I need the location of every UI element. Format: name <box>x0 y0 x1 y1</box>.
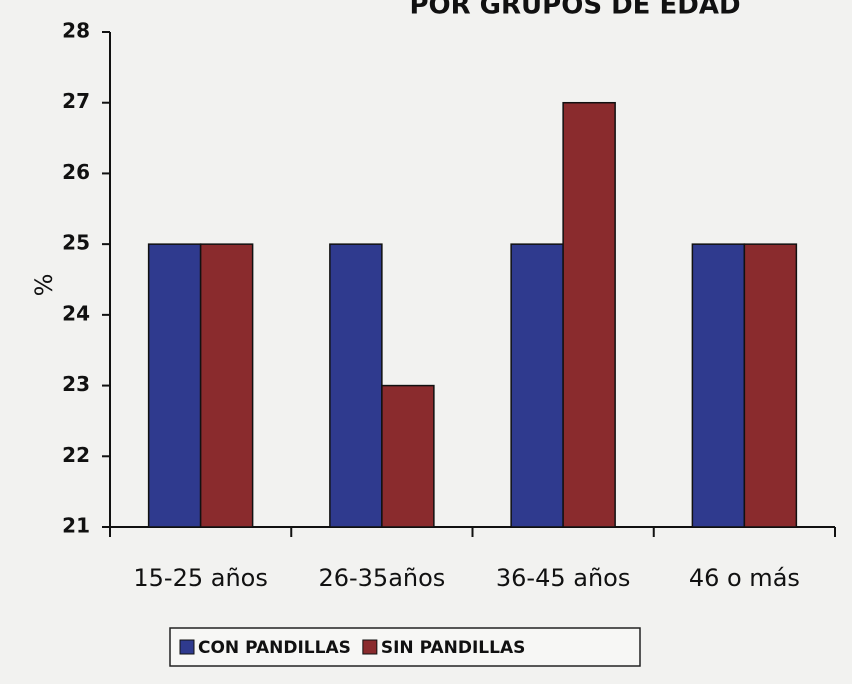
y-tick-label: 28 <box>62 19 90 43</box>
y-tick-label: 21 <box>62 514 90 538</box>
x-tick-label: 26-35años <box>318 564 445 592</box>
x-tick-label: 46 o más <box>689 564 800 592</box>
y-tick-label: 27 <box>62 89 90 113</box>
y-axis-label: % <box>30 274 58 297</box>
y-tick-label: 25 <box>62 231 90 255</box>
bar <box>743 243 798 528</box>
legend-swatch <box>179 639 195 655</box>
x-tick-label: 36-45 años <box>496 564 630 592</box>
y-tick-label: 23 <box>62 372 90 396</box>
y-tick-label: 22 <box>62 443 90 467</box>
legend-label: SIN PANDILLAS <box>381 638 526 658</box>
bar <box>691 243 746 528</box>
legend-box <box>169 627 641 667</box>
bar <box>147 243 202 528</box>
bar <box>329 243 383 528</box>
y-tick-label: 24 <box>62 301 90 325</box>
x-tick-label: 15-25 años <box>133 564 267 592</box>
bar <box>510 243 564 528</box>
bar <box>381 384 435 528</box>
legend-label: CON PANDILLAS <box>198 638 351 658</box>
y-tick-label: 26 <box>62 160 90 184</box>
chart-title: POR GRUPOS DE EDAD <box>409 0 740 21</box>
bar <box>199 243 254 528</box>
bar <box>562 101 616 528</box>
legend-swatch <box>362 639 378 655</box>
